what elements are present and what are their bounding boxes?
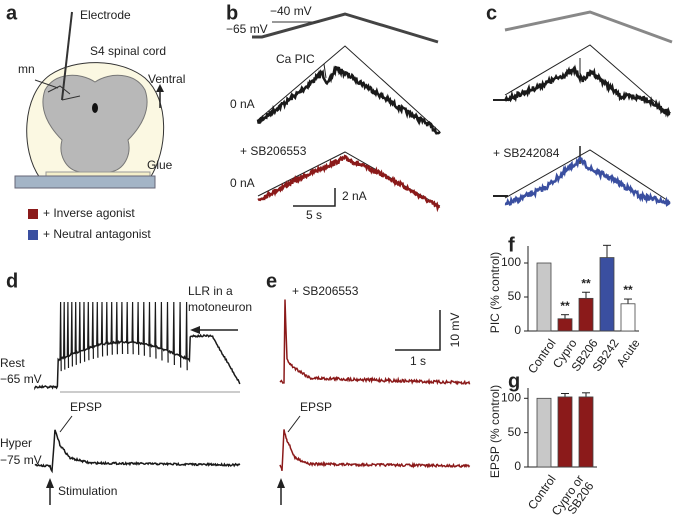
label: Hyper bbox=[0, 436, 32, 450]
significance: ** bbox=[581, 276, 591, 290]
panel-label: g bbox=[508, 370, 520, 392]
recording-trace bbox=[34, 429, 241, 474]
label: −40 mV bbox=[270, 4, 312, 18]
label: Electrode bbox=[80, 8, 131, 22]
recording-trace bbox=[504, 156, 671, 207]
label: Rest bbox=[0, 356, 25, 370]
legend-swatch bbox=[28, 209, 38, 219]
recording-trace bbox=[279, 299, 471, 386]
label: 10 mV bbox=[448, 313, 462, 348]
label: Ca PIC bbox=[276, 52, 315, 66]
bar bbox=[578, 396, 594, 468]
label: Ventral bbox=[148, 72, 185, 86]
bar bbox=[557, 396, 573, 468]
label: Stimulation bbox=[58, 484, 117, 498]
recording-trace bbox=[256, 65, 441, 135]
voltage-command bbox=[252, 12, 439, 44]
bar bbox=[599, 257, 615, 332]
spikes bbox=[59, 301, 188, 372]
canal bbox=[92, 103, 98, 113]
recording-trace bbox=[504, 64, 671, 118]
bar bbox=[578, 297, 594, 332]
label: + SB206553 bbox=[292, 284, 359, 298]
panel-label: c bbox=[486, 2, 497, 24]
label: 2 nA bbox=[342, 189, 367, 203]
voltage-command bbox=[504, 10, 673, 44]
panel-label: e bbox=[266, 270, 277, 292]
legend-label: + Inverse agonist bbox=[43, 206, 135, 220]
dish bbox=[14, 175, 156, 189]
scale-bar bbox=[395, 310, 441, 351]
y-tick-label: 0 bbox=[514, 323, 521, 337]
ramp-outline bbox=[504, 44, 671, 116]
y-axis-label: EPSP (% control) bbox=[488, 385, 502, 478]
label: 0 nA bbox=[230, 176, 255, 190]
scale-bar bbox=[293, 188, 336, 207]
arrow bbox=[59, 415, 73, 433]
label: + SB206553 bbox=[240, 144, 307, 158]
y-tick-label: 100 bbox=[501, 390, 521, 404]
y-axis-label: PIC (% control) bbox=[488, 252, 502, 333]
label: −65 mV bbox=[226, 22, 268, 36]
arrowhead bbox=[156, 84, 164, 92]
bar bbox=[620, 303, 636, 332]
arrow bbox=[323, 63, 327, 79]
label: mn bbox=[18, 62, 35, 76]
panel-label: a bbox=[6, 2, 18, 24]
legend-label: + Neutral antagonist bbox=[43, 227, 151, 241]
significance: ** bbox=[560, 299, 570, 313]
arrow bbox=[287, 415, 301, 433]
label: EPSP bbox=[300, 400, 332, 414]
bar bbox=[536, 397, 552, 468]
panel-label: f bbox=[508, 234, 515, 256]
label: S4 spinal cord bbox=[90, 44, 166, 58]
label: 1 s bbox=[410, 354, 426, 368]
label: + SB242084 bbox=[493, 146, 560, 160]
y-tick-label: 50 bbox=[508, 289, 522, 303]
legend-swatch bbox=[28, 230, 38, 240]
y-tick-label: 50 bbox=[508, 425, 522, 439]
panel-label: d bbox=[6, 270, 18, 292]
label: −65 mV bbox=[0, 372, 42, 386]
recording-trace bbox=[34, 333, 241, 391]
label: −75 mV bbox=[0, 453, 42, 467]
y-tick-label: 100 bbox=[501, 255, 521, 269]
arrowhead bbox=[277, 478, 285, 488]
bar bbox=[536, 262, 552, 332]
ramp-outline bbox=[504, 149, 671, 203]
electrode bbox=[61, 11, 73, 101]
ramp-outline bbox=[257, 45, 441, 133]
label: LLR in a bbox=[188, 284, 233, 298]
panel-label: b bbox=[226, 2, 238, 24]
label: Glue bbox=[147, 158, 173, 172]
bar bbox=[557, 318, 573, 332]
glue-layer bbox=[45, 171, 151, 177]
recording-trace bbox=[257, 154, 441, 213]
arrowhead bbox=[190, 326, 200, 334]
significance: ** bbox=[623, 283, 633, 297]
label: 5 s bbox=[306, 208, 322, 222]
arrowhead bbox=[46, 478, 54, 488]
label: EPSP bbox=[70, 400, 102, 414]
label: motoneuron bbox=[188, 300, 252, 314]
y-tick-label: 0 bbox=[514, 459, 521, 473]
motoneuron bbox=[34, 79, 81, 101]
recording-trace bbox=[279, 429, 471, 471]
label: 0 nA bbox=[230, 97, 255, 111]
